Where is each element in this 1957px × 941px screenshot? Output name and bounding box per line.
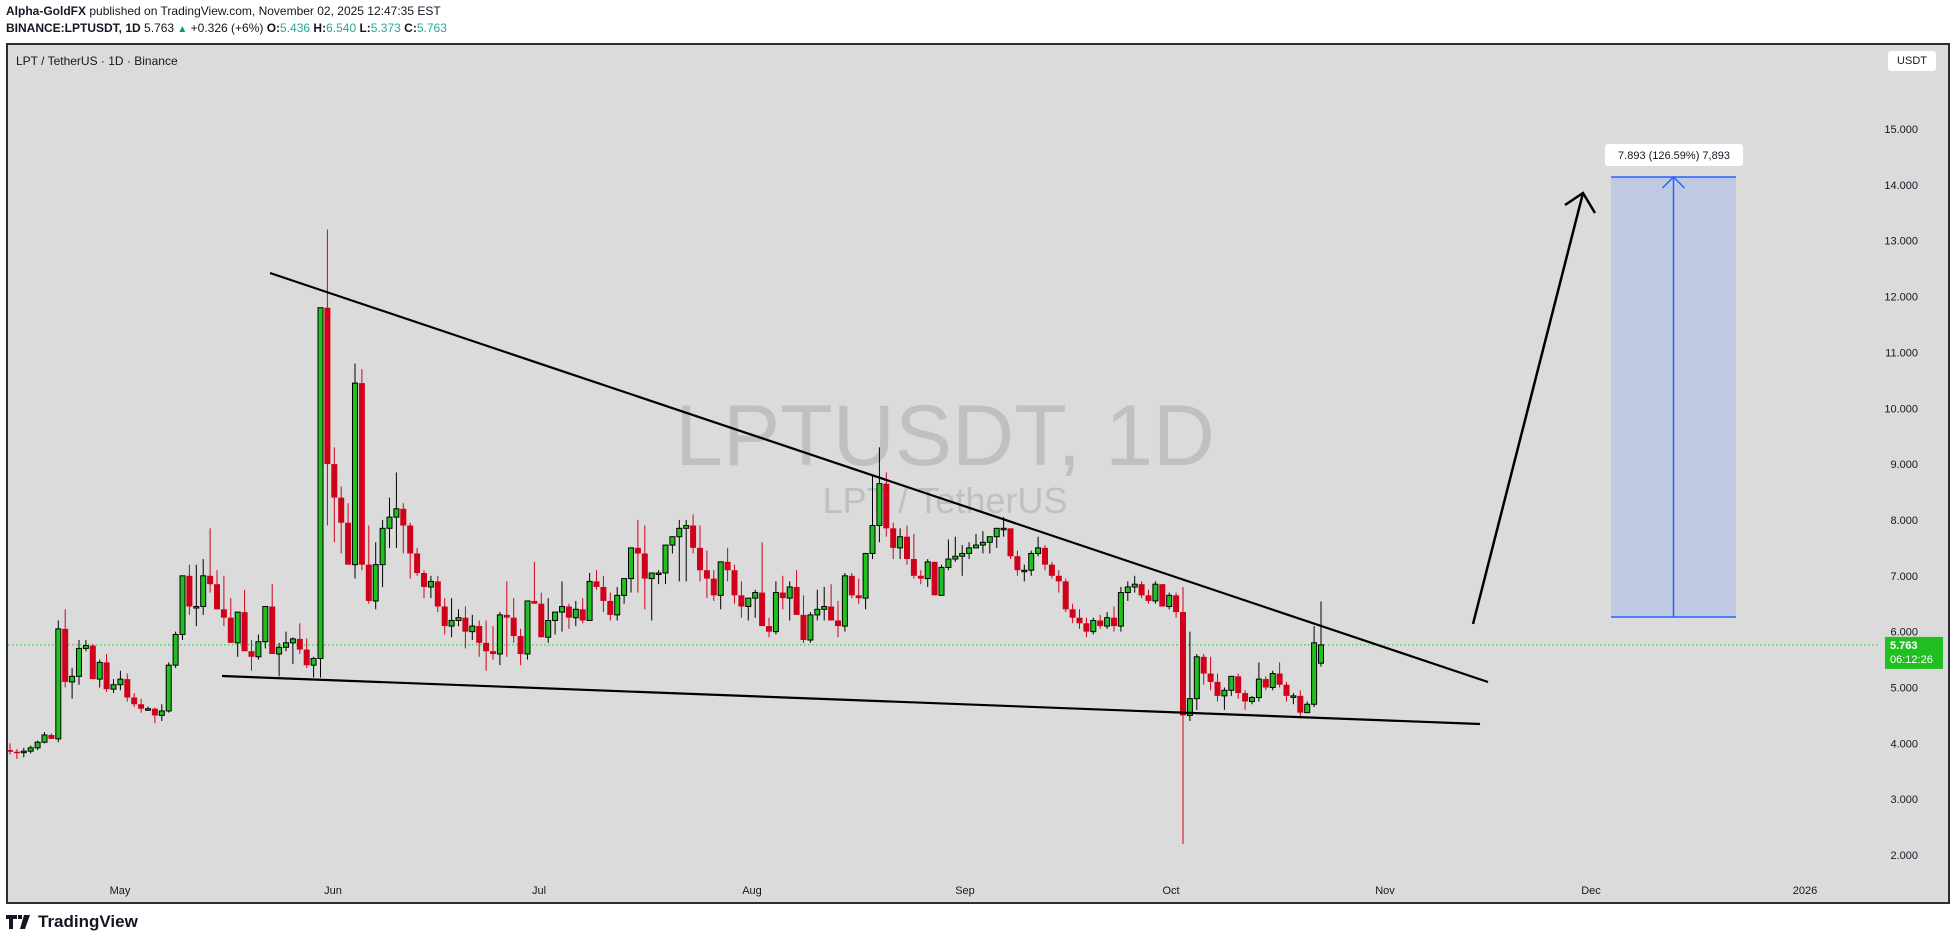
price-axis-label: 14.000 (1884, 180, 1918, 192)
last-price: 5.763 (144, 21, 175, 35)
published-text: published on TradingView.com, November 0… (89, 4, 441, 18)
low-label: L: (359, 21, 371, 35)
time-axis-label: Jun (324, 885, 342, 897)
svg-text:06:12:26: 06:12:26 (1890, 654, 1933, 666)
chart-frame[interactable]: LPTUSDT, 1DLPT / TetherUS15.00014.00013.… (6, 43, 1950, 904)
upper-trendline[interactable] (269, 271, 1489, 684)
candles (8, 229, 1324, 844)
price-axis-label: 13.000 (1884, 236, 1918, 248)
arrow-head-icon (1564, 191, 1597, 214)
price-axis-label: 6.000 (1890, 627, 1918, 639)
symbol-label: BINANCE:LPTUSDT, 1D (6, 21, 141, 35)
range-label: 7.893 (126.59%) 7,893 (1605, 144, 1743, 166)
high-value: 6.540 (326, 21, 357, 35)
price-axis-label: 12.000 (1884, 292, 1918, 304)
low-value: 5.373 (370, 21, 401, 35)
publish-info: Alpha-GoldFX published on TradingView.co… (6, 4, 441, 18)
open-value: 5.436 (280, 21, 311, 35)
time-axis-label: Nov (1375, 885, 1395, 897)
projection-arrow[interactable] (1471, 192, 1585, 625)
lower-trendline[interactable] (221, 674, 1481, 726)
price-change: +0.326 (+6%) (190, 21, 264, 35)
svg-text:5.763: 5.763 (1890, 640, 1918, 652)
time-axis-label: Sep (955, 885, 975, 897)
time-axis-label: Jul (532, 885, 546, 897)
symbol-ohlc-line: BINANCE:LPTUSDT, 1D 5.763 ▲ +0.326 (+6%)… (6, 21, 447, 35)
chart-canvas[interactable]: LPTUSDT, 1DLPT / TetherUS15.00014.00013.… (8, 45, 1950, 904)
time-axis-label: Dec (1581, 885, 1601, 897)
open-label: O: (266, 21, 281, 35)
watermark-symbol: LPTUSDT, 1D (675, 388, 1215, 484)
tradingview-logo[interactable]: TradingView (6, 912, 138, 932)
range-arrow-head-icon (1661, 175, 1686, 189)
price-axis-label: 3.000 (1890, 794, 1918, 806)
price-axis-label: 9.000 (1890, 459, 1918, 471)
close-label: C: (404, 21, 417, 35)
time-axis-label: Aug (742, 885, 762, 897)
chart-title: LPT / TetherUS · 1D · Binance (16, 54, 178, 68)
price-axis-label: 7.000 (1890, 571, 1918, 583)
author-name[interactable]: Alpha-GoldFX (6, 4, 86, 18)
tradingview-wordmark: TradingView (38, 912, 138, 931)
high-label: H: (313, 21, 327, 35)
close-value: 5.763 (416, 21, 447, 35)
tradingview-logo-icon (6, 915, 30, 929)
time-axis-label: Oct (1162, 885, 1179, 897)
time-axis-label: 2026 (1793, 885, 1817, 897)
price-axis-label: 11.000 (1885, 347, 1918, 359)
price-axis-label: 5.000 (1890, 683, 1918, 695)
up-triangle-icon: ▲ (177, 24, 188, 35)
price-axis-label: 15.000 (1884, 124, 1918, 136)
current-price-tag: 5.763 06:12:26 (1885, 636, 1943, 669)
currency-button[interactable]: USDT (1888, 51, 1936, 71)
price-axis-label: 2.000 (1890, 850, 1918, 862)
svg-text:7.893 (126.59%) 7,893: 7.893 (126.59%) 7,893 (1618, 150, 1730, 162)
price-axis-label: 10.000 (1884, 403, 1918, 415)
price-axis-label: 4.000 (1890, 738, 1918, 750)
price-axis-label: 8.000 (1890, 515, 1918, 527)
time-axis-label: May (110, 885, 131, 897)
